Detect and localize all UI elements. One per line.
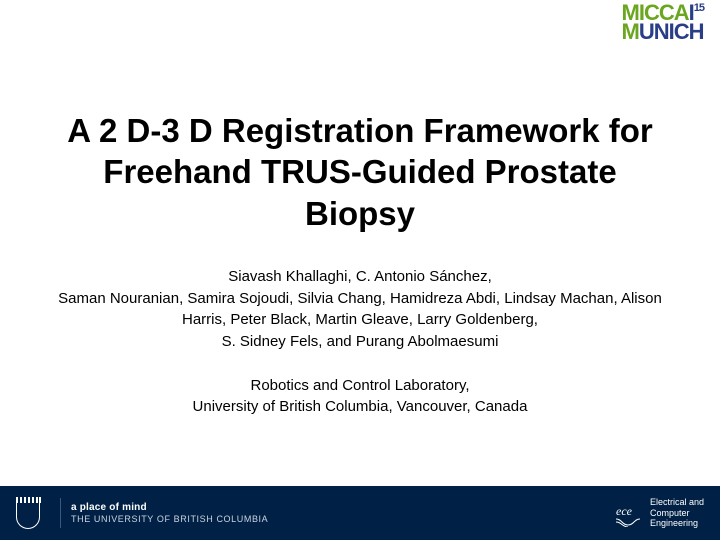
logo-line-2: MUNICH	[622, 23, 704, 42]
svg-text:ece: ece	[616, 504, 633, 518]
ece-icon: ece	[614, 499, 642, 527]
affiliation: Robotics and Control Laboratory,Universi…	[50, 375, 670, 417]
top-bar: MICCAI15 MUNICH	[0, 0, 720, 60]
logo-l2-green: M	[622, 23, 639, 42]
logo-l2-blue: UNICH	[639, 23, 704, 42]
ubc-university-name: THE UNIVERSITY OF BRITISH COLUMBIA	[71, 515, 268, 525]
ece-line3: Engineering	[650, 518, 704, 528]
logo-l1-sup: 15	[694, 4, 704, 13]
slide-title: A 2 D-3 D Registration Framework for Fre…	[50, 110, 670, 234]
ece-line2: Computer	[650, 508, 704, 518]
ece-text: Electrical and Computer Engineering	[650, 497, 704, 528]
footer-divider	[60, 498, 61, 528]
ece-line1: Electrical and	[650, 497, 704, 507]
ubc-block: a place of mind THE UNIVERSITY OF BRITIS…	[16, 497, 268, 529]
footer-bar: a place of mind THE UNIVERSITY OF BRITIS…	[0, 486, 720, 540]
ece-block: ece Electrical and Computer Engineering	[614, 486, 704, 540]
ubc-crest-icon	[16, 497, 40, 529]
ubc-text: a place of mind THE UNIVERSITY OF BRITIS…	[71, 502, 268, 525]
ubc-tagline: a place of mind	[71, 502, 268, 513]
slide: MICCAI15 MUNICH A 2 D-3 D Registration F…	[0, 0, 720, 540]
authors-list: Siavash Khallaghi, C. Antonio Sánchez,Sa…	[50, 266, 670, 353]
miccai-logo: MICCAI15 MUNICH	[622, 4, 704, 41]
content-area: A 2 D-3 D Registration Framework for Fre…	[0, 60, 720, 486]
